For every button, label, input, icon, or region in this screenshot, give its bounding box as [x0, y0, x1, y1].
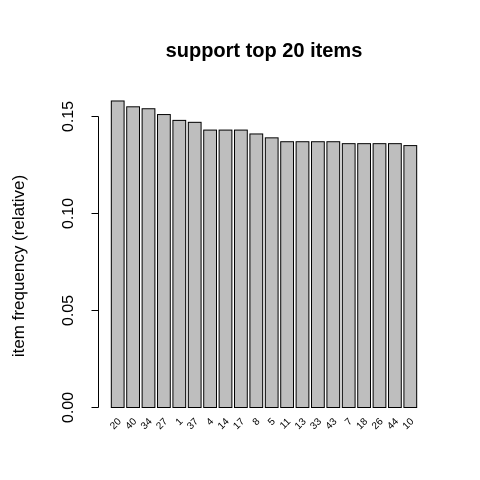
x-tick-label: 27 — [154, 416, 170, 432]
x-tick-label: 40 — [124, 416, 140, 432]
y-tick-label: 0.05 — [60, 295, 77, 326]
x-tick-label: 26 — [370, 416, 386, 432]
x-tick-label: 5 — [266, 416, 278, 428]
x-tick-label: 10 — [401, 416, 417, 432]
x-tick-label: 20 — [108, 416, 124, 432]
bar-34 — [141, 108, 156, 409]
y-tick-label: 0.00 — [60, 392, 77, 423]
bar-43 — [326, 141, 341, 408]
bar-27 — [157, 114, 171, 408]
x-tick-label: 11 — [278, 416, 293, 431]
bar-5 — [264, 137, 279, 408]
bar-4 — [203, 129, 217, 409]
bar-10 — [403, 145, 418, 408]
x-tick-label: 34 — [139, 416, 155, 432]
x-tick-label: 13 — [293, 416, 309, 432]
bar-1 — [172, 119, 187, 408]
bars — [110, 100, 418, 409]
y-axis: 0.00 0.05 0.10 0.15 — [60, 101, 99, 423]
x-tick-label: 44 — [385, 416, 401, 432]
x-tick-label: 43 — [324, 416, 340, 432]
bar-8 — [249, 133, 264, 409]
x-tick-labels: 20 40 34 27 1 37 4 14 17 8 5 11 13 33 43 7 18 26 44 10 — [108, 416, 417, 432]
bar-33 — [311, 141, 325, 408]
bar-13 — [295, 141, 310, 408]
x-tick-label: 4 — [205, 416, 217, 428]
bar-17 — [234, 129, 248, 409]
chart-title: support top 20 items — [166, 40, 363, 62]
y-tick-label: 0.10 — [60, 198, 77, 229]
bar-26 — [372, 143, 387, 408]
x-tick-label: 18 — [355, 416, 371, 432]
bar-37 — [187, 121, 202, 408]
y-axis-label: item frequency (relative) — [9, 175, 28, 357]
x-tick-label: 37 — [185, 416, 201, 432]
x-tick-label: 8 — [251, 416, 263, 428]
bar-20 — [110, 100, 125, 408]
bar-7 — [341, 143, 356, 408]
x-tick-label: 14 — [216, 416, 232, 432]
x-tick-label: 7 — [343, 416, 355, 428]
bar-11 — [280, 141, 294, 408]
y-tick-label: 0.15 — [60, 101, 77, 132]
bar-18 — [357, 143, 371, 408]
x-tick-label: 33 — [308, 416, 324, 432]
x-tick-label: 1 — [174, 416, 186, 428]
bar-44 — [388, 143, 402, 408]
x-tick-label: 17 — [231, 416, 247, 432]
bar-14 — [218, 129, 233, 409]
bar-40 — [126, 106, 140, 409]
